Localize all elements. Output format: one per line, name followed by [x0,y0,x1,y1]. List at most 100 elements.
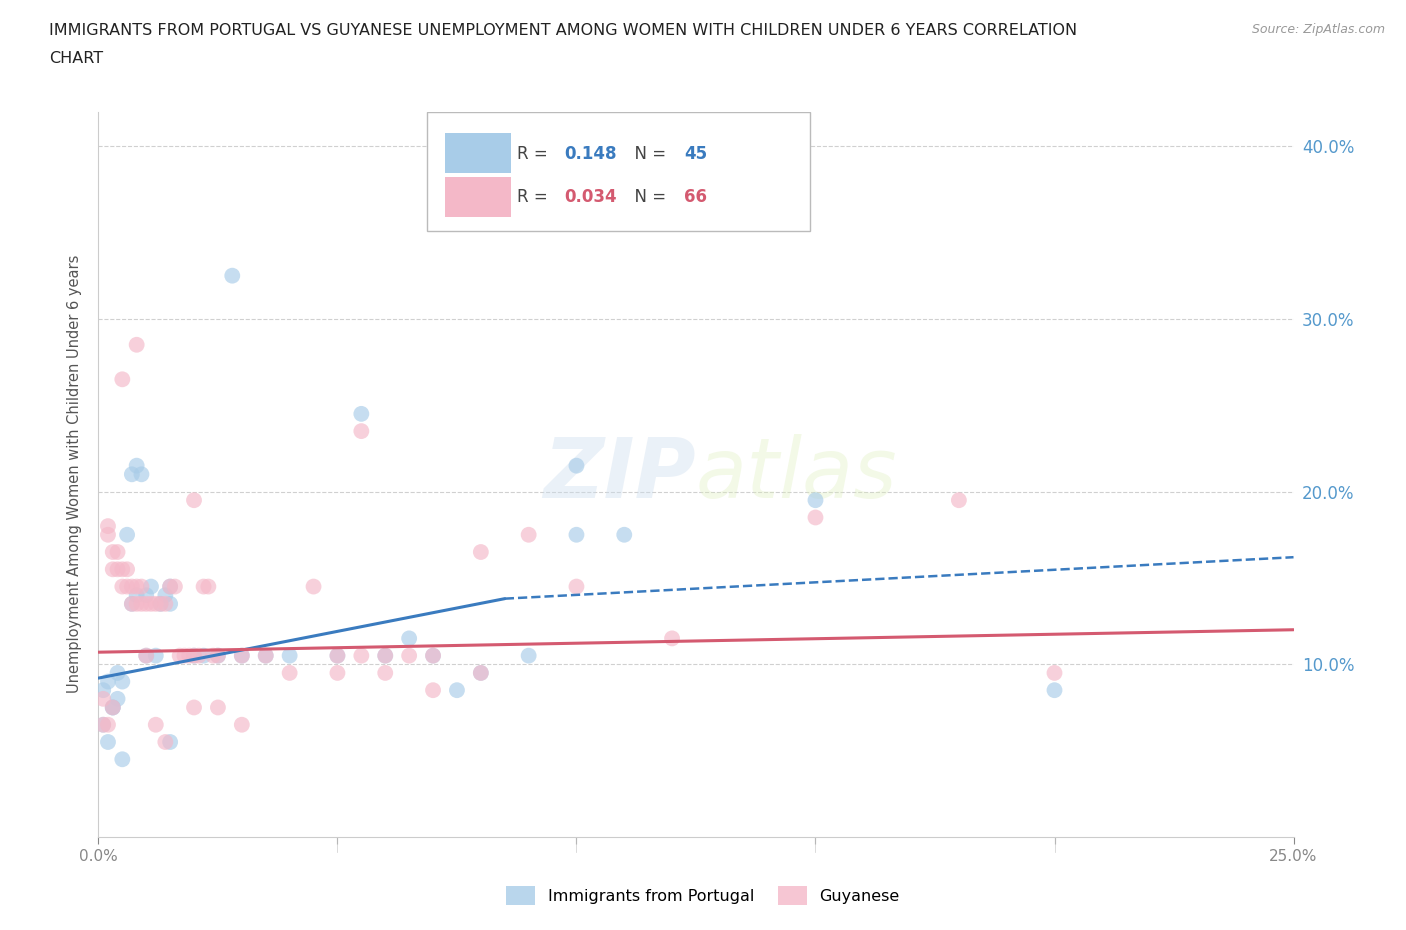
Point [207,700,229,715]
Text: IMMIGRANTS FROM PORTUGAL VS GUYANESE UNEMPLOYMENT AMONG WOMEN WITH CHILDREN UNDE: IMMIGRANTS FROM PORTUGAL VS GUYANESE UNE… [49,23,1077,38]
Point [470,545,492,560]
Point [183,493,205,508]
Point [1043,666,1066,681]
Point [221,268,243,283]
Point [139,579,162,594]
Point [254,648,277,663]
Point [135,648,157,663]
Point [163,579,186,594]
Point [187,648,209,663]
Point [159,579,181,594]
Point [231,648,253,663]
Point [183,648,205,663]
Point [131,596,153,611]
Point [125,338,148,352]
Point [470,666,492,681]
Point [278,648,301,663]
Point [97,674,120,689]
Point [125,596,148,611]
Point [398,648,420,663]
Point [121,467,143,482]
Point [139,596,162,611]
Point [193,579,215,594]
Point [145,596,167,611]
FancyBboxPatch shape [427,112,810,232]
Point [101,700,124,715]
Point [149,596,172,611]
Point [169,648,191,663]
Legend: Immigrants from Portugal, Guyanese: Immigrants from Portugal, Guyanese [498,878,908,912]
Point [155,735,177,750]
Point [193,648,215,663]
Point [97,735,120,750]
FancyBboxPatch shape [444,133,510,173]
Point [565,579,588,594]
Point [155,588,177,603]
Point [121,596,143,611]
Point [374,648,396,663]
Point [326,648,349,663]
Point [135,588,157,603]
Point [207,648,229,663]
Point [661,631,683,645]
Point [111,751,134,766]
Point [179,648,201,663]
Point [135,648,157,663]
Point [183,700,205,715]
Point [374,648,396,663]
Point [97,717,120,732]
Point [115,562,138,577]
Point [91,691,114,706]
Point [302,579,325,594]
Point [155,596,177,611]
Point [97,519,120,534]
Point [948,493,970,508]
Point [350,406,373,421]
Text: CHART: CHART [49,51,103,66]
Point [111,674,134,689]
Point [422,648,444,663]
Point [1043,683,1066,698]
Text: atlas: atlas [696,433,897,515]
Point [804,510,827,525]
Point [326,648,349,663]
Point [470,666,492,681]
Point [101,562,124,577]
Point [326,666,349,681]
Text: 66: 66 [685,188,707,206]
Point [125,588,148,603]
Text: N =: N = [624,145,672,163]
Point [107,545,129,560]
Point [91,717,114,732]
Point [135,596,157,611]
Point [91,717,114,732]
Point [125,458,148,473]
Point [159,579,181,594]
Point [565,458,588,473]
Point [254,648,277,663]
Point [107,691,129,706]
Text: 45: 45 [685,145,707,163]
Point [101,700,124,715]
Point [197,579,219,594]
Point [278,666,301,681]
Text: Source: ZipAtlas.com: Source: ZipAtlas.com [1251,23,1385,36]
Point [125,579,148,594]
Point [422,683,444,698]
Point [131,579,153,594]
Point [159,735,181,750]
Text: 0.034: 0.034 [565,188,617,206]
Point [517,648,540,663]
Point [374,666,396,681]
Point [207,648,229,663]
Y-axis label: Unemployment Among Women with Children Under 6 years: Unemployment Among Women with Children U… [67,255,83,694]
Point [422,648,444,663]
Point [446,683,468,698]
Point [173,648,195,663]
Point [517,527,540,542]
Point [804,493,827,508]
Point [111,579,134,594]
Point [145,717,167,732]
Point [350,424,373,439]
Point [231,717,253,732]
